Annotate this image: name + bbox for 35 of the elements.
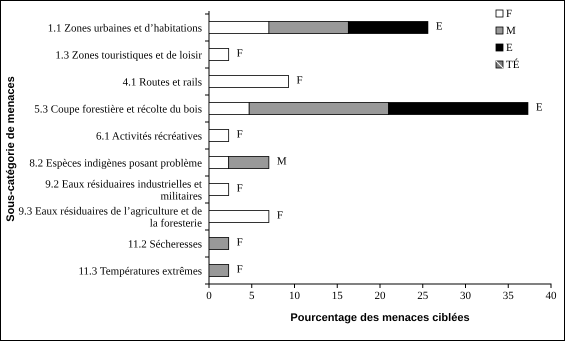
x-tick-label: 40	[546, 290, 557, 302]
x-tick-label: 0	[206, 290, 212, 302]
y-axis-title: Sous-catégorie de menaces	[5, 76, 17, 222]
legend-label: TÉ	[506, 58, 520, 71]
annotation: F	[296, 74, 303, 86]
legend-label: F	[506, 8, 512, 20]
x-tick-label: 30	[460, 290, 472, 302]
y-tick-label: 9.3 Eaux résiduaires de l’agriculture et de la foresterie	[18, 206, 202, 230]
y-tick-label: 11.2 Sécheresses	[128, 238, 202, 250]
annotation: F	[236, 128, 243, 140]
legend-label: E	[506, 42, 513, 54]
x-tick-label: 15	[332, 290, 344, 302]
annotation: F	[236, 182, 243, 194]
annotation: F	[236, 264, 243, 276]
x-tick-label: 35	[502, 290, 514, 302]
y-tick-label: 8.2 Espèces indigènes posant problème	[29, 158, 202, 170]
x-axis-title: Pourcentage des menaces ciblées	[290, 312, 470, 324]
legend-label: M	[506, 25, 516, 37]
y-tick-label: 1.3 Zones touristiques et de loisir	[55, 50, 202, 62]
annotation: M	[276, 156, 287, 168]
annotation: E	[536, 102, 543, 114]
x-tick-label: 20	[374, 290, 386, 302]
y-tick-label: 6.1 Activités récréatives	[96, 130, 202, 142]
annotation: F	[236, 236, 243, 248]
x-tick-label: 25	[417, 290, 429, 302]
x-tick-label: 5	[249, 290, 255, 302]
annotation: E	[436, 20, 443, 32]
y-tick-label: 4.1 Routes et rails	[122, 76, 202, 88]
y-tick-label: 5.3 Coupe forestière et récolte du bois	[34, 104, 202, 116]
annotation: F	[276, 210, 283, 222]
y-tick-label: 9.2 Eaux résiduaires industrielles et militaires	[45, 178, 202, 202]
y-tick-label: 1.1 Zones urbaines et d’habitations	[48, 22, 202, 34]
y-tick-label: 11.3 Températures extrêmes	[78, 266, 202, 278]
x-tick-label: 10	[289, 290, 300, 302]
annotation: F	[236, 48, 243, 60]
